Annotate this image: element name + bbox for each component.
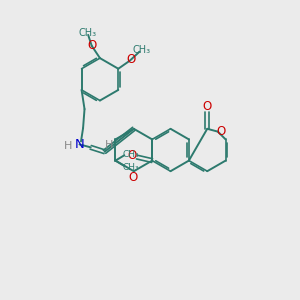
Text: N: N [75,138,84,151]
Text: O: O [87,39,96,52]
Text: CH₃: CH₃ [79,28,97,38]
Text: H: H [105,140,114,150]
Text: O: O [126,53,135,66]
Text: O: O [202,100,212,113]
Text: O: O [127,149,136,162]
Text: O: O [217,124,226,138]
Text: CH₃: CH₃ [122,163,139,172]
Text: H: H [64,141,73,151]
Text: CH₃: CH₃ [122,150,139,159]
Text: CH₃: CH₃ [133,46,151,56]
Text: O: O [129,171,138,184]
